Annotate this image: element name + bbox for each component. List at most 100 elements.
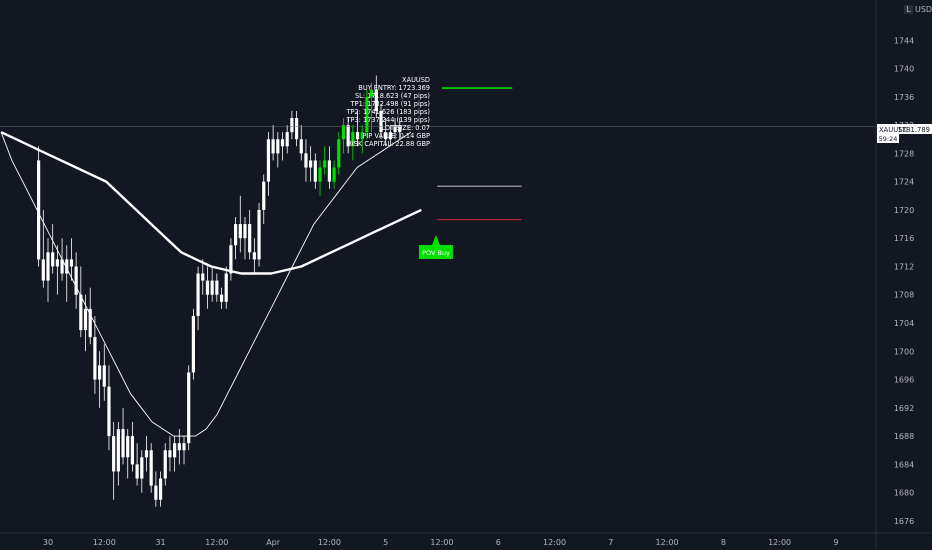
candle [243, 216, 247, 260]
last-price-symbol: XAUUSD [879, 126, 908, 134]
signal-label: POV Buy [422, 249, 450, 257]
candle [130, 421, 135, 472]
candle [309, 146, 313, 182]
price-tick-label: 1680 [894, 489, 914, 498]
candle [168, 436, 172, 472]
candle-body [88, 308, 92, 338]
candle-body [285, 132, 289, 147]
candle-body [97, 365, 102, 380]
candle-body [252, 252, 256, 260]
candle-body [41, 259, 45, 281]
time-tick-label: 12:00 [205, 538, 228, 547]
candle-body [65, 259, 69, 274]
candle-body [313, 160, 317, 182]
info-line: LOT SIZE: 0.07 [381, 124, 430, 132]
time-axis-ticks: 30 12:00 31 12:00 Apr 12:00 5 12:00 6 12:00 7 12:00… [43, 538, 839, 547]
candle-body [205, 280, 210, 295]
price-tick-label: 1676 [894, 517, 914, 526]
candle-body [135, 464, 139, 479]
price-tick-label: 1704 [894, 319, 914, 328]
candle-body [374, 89, 378, 111]
candle [257, 202, 261, 267]
info-line: XAUUSD [402, 76, 430, 84]
signal-marker[interactable]: POV Buy [419, 235, 453, 259]
candle [346, 118, 350, 154]
candle-body [37, 160, 41, 260]
time-tick-label: 12:00 [543, 538, 566, 547]
candle [365, 89, 369, 140]
candle-body [144, 450, 149, 458]
candles [37, 75, 402, 507]
candle [158, 471, 163, 507]
candle [144, 436, 149, 472]
moving-averages [0, 131, 422, 437]
candle-body [257, 209, 261, 260]
candle-body [238, 224, 242, 239]
info-line: SL: 1718.623 (47 pips) [355, 92, 430, 100]
candle-body [318, 167, 322, 182]
price-tick-label: 1700 [894, 347, 914, 356]
price-tick-label: 1744 [894, 36, 914, 45]
candle-body [370, 89, 374, 97]
candle-body [112, 436, 116, 472]
candle-body [323, 160, 327, 168]
candle [210, 266, 214, 302]
candle [177, 429, 181, 465]
candle-body [140, 457, 144, 479]
candle [290, 110, 294, 140]
candle-body [262, 181, 266, 210]
candle [163, 443, 167, 486]
info-line: TP3: 1737.244 (139 pips) [345, 116, 430, 124]
last-price-value: 1731.789 [898, 126, 930, 134]
candle [398, 118, 402, 140]
candle-body [55, 259, 59, 267]
price-tick-label: 1728 [894, 149, 914, 158]
candle-body [219, 294, 224, 302]
candle [46, 238, 50, 302]
axis-toggle-button[interactable] [904, 5, 913, 14]
trade-levels [0, 87, 876, 221]
candle-body [215, 280, 219, 295]
candle-body [266, 139, 271, 182]
fast-moving-average-line [0, 131, 412, 437]
candle [97, 351, 102, 408]
candle [313, 153, 317, 189]
price-tick-label: 1740 [894, 65, 914, 74]
candle-body [309, 160, 313, 168]
candle-body [360, 132, 364, 140]
candle-body [393, 125, 397, 133]
candle [219, 287, 224, 309]
time-tick-label: 12:00 [430, 538, 453, 547]
candle-body [299, 139, 303, 154]
info-line: BUY ENTRY: 1723.369 [358, 84, 430, 92]
time-tick-label: 7 [608, 538, 613, 547]
candle-body [224, 273, 228, 302]
candle-body [102, 365, 106, 387]
candle-body [126, 436, 130, 458]
candle [149, 443, 153, 493]
candle [280, 132, 285, 161]
candle-body [93, 337, 97, 380]
time-axis[interactable]: 30 12:00 31 12:00 Apr 12:00 5 12:00 6 12:00 7 12:00… [0, 532, 932, 547]
price-axis[interactable]: 1676 1680 1684 1688 1692 1696 1700 1704 1708 1712… [875, 0, 932, 550]
candle [88, 287, 92, 345]
candle-body [83, 308, 88, 331]
candle-body [337, 139, 341, 168]
candle-body [248, 224, 252, 253]
price-tick-label: 1712 [894, 262, 914, 271]
candle-body [294, 118, 299, 140]
candle-body [46, 252, 50, 281]
candle [323, 146, 327, 175]
time-tick-label: 8 [721, 538, 726, 547]
candle [112, 421, 116, 500]
candle-body [60, 259, 64, 274]
candle-body [187, 372, 191, 444]
candle [355, 110, 360, 147]
candle [370, 82, 374, 133]
candle [337, 132, 341, 175]
candle-body [168, 450, 172, 458]
candle [116, 421, 120, 486]
price-tick-label: 1720 [894, 206, 914, 215]
candle-body [229, 245, 233, 274]
